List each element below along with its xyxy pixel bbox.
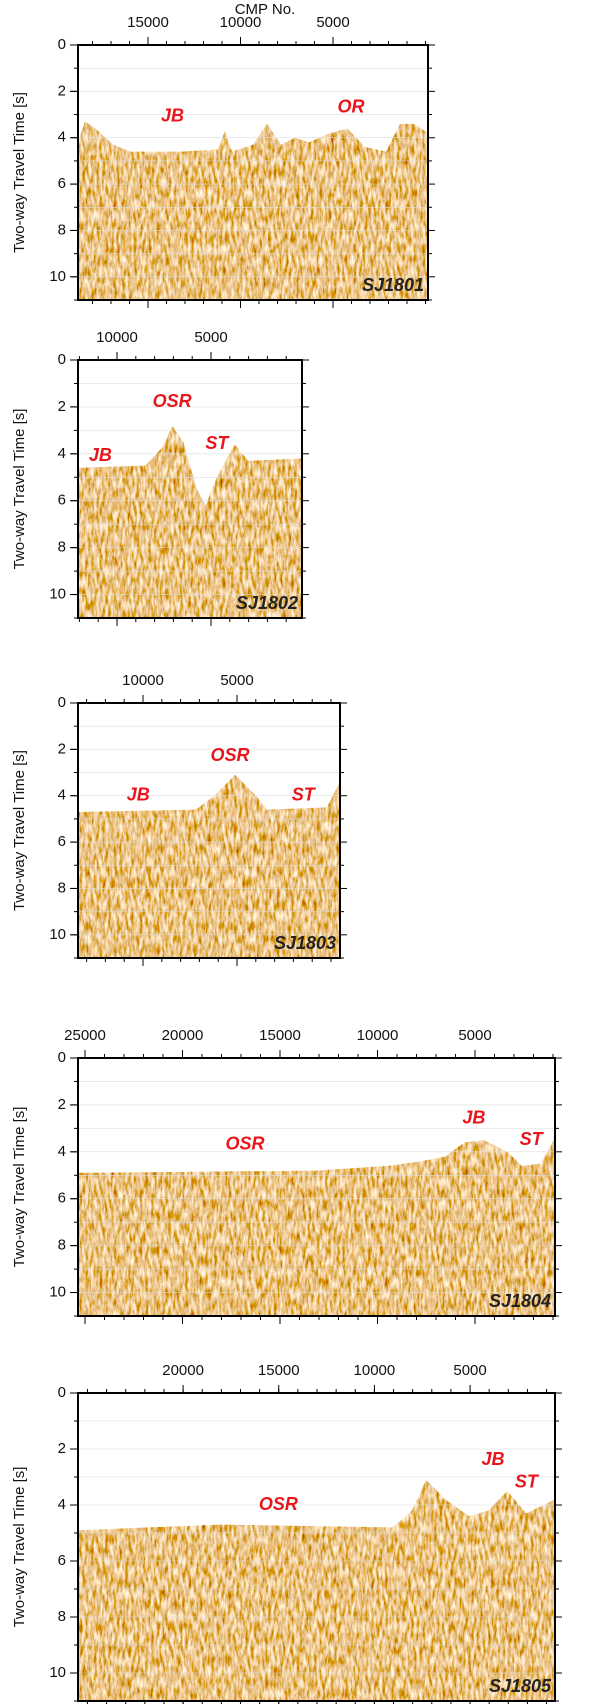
annotation: JB [161, 106, 184, 126]
seismic-image [78, 1479, 555, 1701]
y-tick-label: 0 [58, 36, 66, 53]
x-tick-label: 5000 [194, 329, 227, 346]
panel-id: SJ1805 [489, 1676, 552, 1696]
frame [77, 702, 341, 959]
x-axis-label: CMP No. [235, 1, 296, 18]
seismic-image [78, 774, 340, 958]
y-axis-label: Two-way Travel Time [s] [11, 409, 28, 570]
panel: 0 2 4 6 8 10 15000 10000 5000 Two-way Travel Time… [11, 14, 435, 308]
y-tick-label: 8 [58, 1608, 66, 1625]
y-tick-label: 8 [58, 1237, 66, 1254]
annotation: OSR [153, 391, 192, 411]
x-tick-label: 10000 [122, 672, 164, 689]
y-tick-label: 2 [58, 398, 66, 415]
x-tick-label: 15000 [127, 14, 169, 31]
y-tick-label: 2 [58, 82, 66, 99]
frame [77, 1392, 556, 1702]
x-tick-label: 5000 [220, 672, 253, 689]
x-tick-label: 5000 [316, 14, 349, 31]
panel: 0 2 4 6 8 10 25000 20000 15000 10000 5000 Two-way T… [11, 1027, 562, 1324]
x-tick-label: 5000 [453, 1362, 486, 1379]
annotation: JB [89, 445, 112, 465]
x-tick-label: 15000 [258, 1362, 300, 1379]
x-tick-label: 20000 [162, 1027, 204, 1044]
y-axis-label: Two-way Travel Time [s] [11, 750, 28, 911]
y-tick-label: 2 [58, 1096, 66, 1113]
y-tick-label: 6 [58, 1190, 66, 1207]
y-axis-label: Two-way Travel Time [s] [11, 1107, 28, 1268]
annotation: ST [292, 784, 317, 804]
y-tick-label: 8 [58, 221, 66, 238]
annotation: OSR [259, 1494, 298, 1514]
panel: 0 2 4 6 8 10 20000 15000 10000 5000 Two-way Travel… [11, 1362, 562, 1704]
frame [77, 1057, 556, 1317]
y-tick-label: 2 [58, 1440, 66, 1457]
y-tick-label: 8 [58, 879, 66, 896]
annotation: JB [481, 1449, 504, 1469]
annotation: ST [515, 1471, 540, 1491]
y-tick-label: 10 [49, 926, 66, 943]
y-tick-label: 10 [49, 1284, 66, 1301]
annotation: OR [338, 96, 365, 116]
y-tick-label: 10 [49, 268, 66, 285]
y-tick-label: 0 [58, 1049, 66, 1066]
y-tick-label: 10 [49, 1664, 66, 1681]
x-tick-label: 10000 [354, 1362, 396, 1379]
y-tick-label: 6 [58, 175, 66, 192]
y-tick-label: 0 [58, 351, 66, 368]
x-tick-label: 10000 [220, 14, 262, 31]
panel: 0 2 4 6 8 10 10000 5000 Two-way Travel Time [s] O… [11, 672, 347, 966]
frame [77, 44, 429, 301]
y-tick-label: 4 [58, 1496, 66, 1513]
y-axis-label: Two-way Travel Time [s] [11, 92, 28, 253]
seismic-image [78, 1137, 555, 1316]
seismic-image [78, 121, 428, 300]
y-tick-label: 10 [49, 586, 66, 603]
y-tick-label: 6 [58, 833, 66, 850]
annotation: JB [462, 1108, 485, 1128]
y-tick-label: 2 [58, 740, 66, 757]
annotation: OSR [225, 1134, 264, 1154]
annotation: OSR [210, 745, 249, 765]
x-tick-label: 25000 [64, 1027, 106, 1044]
y-axis-label: Two-way Travel Time [s] [11, 1467, 28, 1628]
panel-id: SJ1804 [489, 1291, 551, 1311]
y-tick-label: 4 [58, 129, 66, 146]
panel: 0 2 4 6 8 10 10000 5000 Two-way Travel Time [s] O… [11, 329, 309, 626]
x-tick-label: 15000 [259, 1027, 301, 1044]
x-tick-label: 5000 [458, 1027, 491, 1044]
y-tick-label: 4 [58, 1143, 66, 1160]
y-tick-label: 8 [58, 539, 66, 556]
annotation: ST [520, 1129, 545, 1149]
y-tick-label: 0 [58, 1384, 66, 1401]
panel-id: SJ1801 [362, 275, 424, 295]
x-tick-label: 10000 [357, 1027, 399, 1044]
y-tick-label: 6 [58, 1552, 66, 1569]
frame [77, 359, 303, 619]
annotation: ST [205, 433, 230, 453]
y-tick-label: 0 [58, 694, 66, 711]
y-tick-label: 6 [58, 492, 66, 509]
panel-id: SJ1803 [274, 933, 336, 953]
y-tick-label: 4 [58, 787, 66, 804]
panel-id: SJ1802 [236, 593, 298, 613]
annotation: JB [127, 784, 150, 804]
x-tick-label: 20000 [162, 1362, 204, 1379]
y-tick-label: 4 [58, 445, 66, 462]
x-tick-label: 10000 [96, 329, 138, 346]
